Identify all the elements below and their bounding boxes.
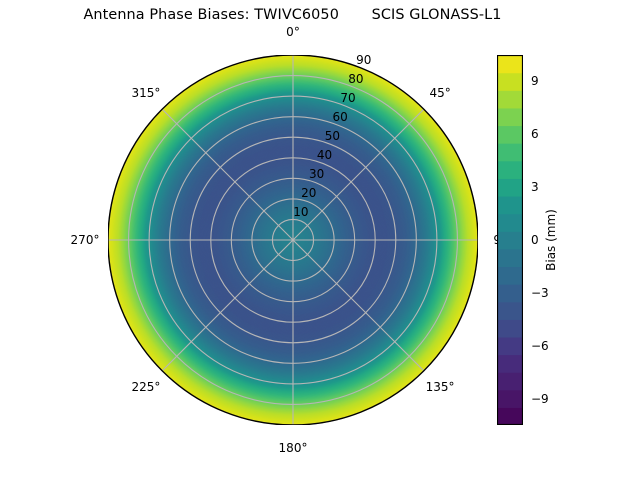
radial-tick-30: 30 bbox=[308, 167, 325, 182]
radial-tick-70: 70 bbox=[340, 91, 356, 106]
colorbar-tick-label: −6 bbox=[531, 338, 549, 353]
polar-grid bbox=[108, 55, 478, 425]
colorbar-tick-label: −9 bbox=[531, 391, 549, 406]
theta-tick-180: 180° bbox=[278, 441, 308, 455]
page-title: Antenna Phase Biases: TWIVC6050 SCIS GLO… bbox=[83, 7, 502, 23]
theta-tick-135: 135° bbox=[425, 380, 455, 395]
radial-tick-40: 40 bbox=[316, 148, 333, 163]
radial-tick-90: 90 bbox=[356, 53, 372, 68]
polar-plot-svg bbox=[108, 55, 478, 425]
theta-tick-315: 315° bbox=[131, 85, 161, 100]
colorbar-outline bbox=[497, 55, 523, 425]
colorbar[interactable] bbox=[497, 55, 523, 425]
colorbar-tick-label: 0 bbox=[531, 233, 539, 247]
radial-tick-10: 10 bbox=[293, 205, 309, 219]
colorbar-tick-label: 9 bbox=[531, 74, 539, 89]
polar-axes[interactable]: 0° 45° 90 135° 180° 225° 270° 315° 10 20 30 40 50 60… bbox=[71, 26, 509, 454]
colorbar-tick-label: −3 bbox=[531, 285, 549, 300]
colorbar-swatches bbox=[497, 55, 523, 425]
colorbar-axis-label: Bias (mm) bbox=[544, 209, 558, 271]
colorbar-tick-label: 3 bbox=[531, 180, 539, 195]
radial-tick-60: 60 bbox=[332, 110, 348, 125]
radial-tick-50: 50 bbox=[324, 129, 340, 144]
theta-tick-225: 225° bbox=[131, 380, 161, 395]
colorbar-tick-label: 6 bbox=[531, 127, 539, 142]
radial-tick-80: 80 bbox=[348, 72, 364, 87]
theta-tick-270: 270° bbox=[70, 233, 100, 247]
theta-tick-45: 45° bbox=[429, 85, 451, 100]
theta-tick-0: 0° bbox=[286, 25, 300, 39]
radial-tick-20: 20 bbox=[301, 186, 317, 201]
